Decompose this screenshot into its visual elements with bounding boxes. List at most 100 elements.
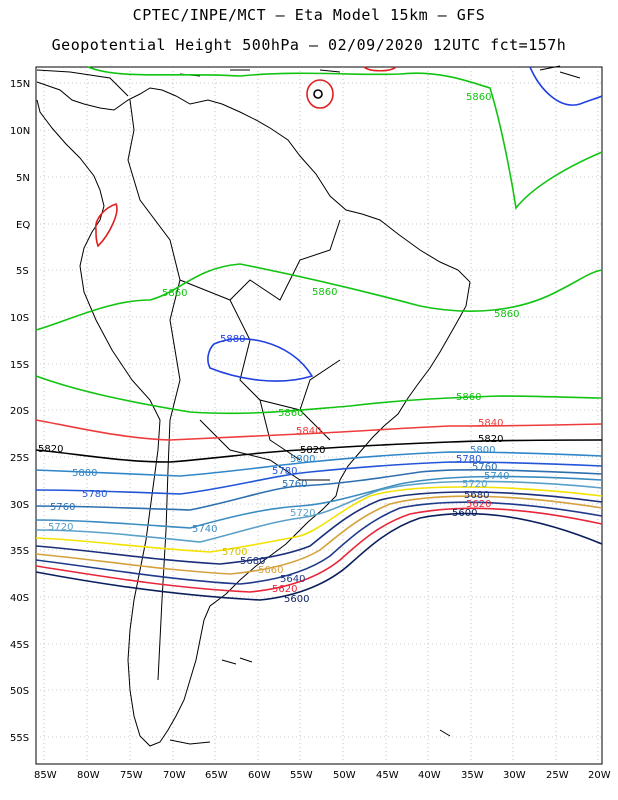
contour-label: 5600 (452, 508, 477, 519)
lat-tick-label: 35S (10, 546, 29, 557)
contour-label: 5820 (38, 444, 63, 455)
contour-label: 5860 (466, 92, 491, 103)
contour-label: 5780 (82, 489, 107, 500)
tierra-del-fuego (169, 729, 451, 745)
contour-label: 5660 (258, 565, 283, 576)
lon-tick-label: 45W (376, 770, 399, 781)
lat-tick-label: 5S (16, 266, 29, 277)
contour-5800 (35, 451, 603, 477)
contour-5700 (35, 486, 603, 553)
contour-5900-closed (306, 79, 334, 109)
contour-label: 5840 (296, 426, 321, 437)
lat-tick-label: 20S (10, 406, 29, 417)
contour-5880-northeast (529, 66, 603, 106)
lat-tick-label: 10N (10, 126, 30, 137)
contour-5680 (35, 491, 603, 565)
longitude-axis: 85W 80W 75W 70W 65W 60W 55W 50W 45W 40W … (34, 770, 611, 781)
chart-title-line-1: CPTEC/INPE/MCT – Eta Model 15km – GFS (132, 6, 486, 24)
plot-frame (35, 66, 603, 765)
contour-label: 5800 (470, 445, 495, 456)
lon-tick-label: 65W (205, 770, 228, 781)
contour-label: 5820 (300, 445, 325, 456)
contour-label: 5880 (220, 334, 245, 345)
country-borders (127, 99, 341, 681)
lon-tick-label: 40W (418, 770, 441, 781)
contour-label: 5800 (72, 468, 97, 479)
contour-5620 (35, 507, 603, 593)
contour-label: 5620 (466, 499, 491, 510)
contour-label: 5860 (456, 392, 481, 403)
contour-label: 5740 (484, 471, 509, 482)
contour-label: 5640 (280, 574, 305, 585)
contour-5860-south (35, 375, 603, 415)
contour-label: 5760 (472, 462, 497, 473)
contour-label: 5760 (50, 502, 75, 513)
falklands (221, 657, 253, 665)
lon-tick-label: 25W (546, 770, 569, 781)
contour-label: 5720 (462, 479, 487, 490)
lat-lon-grid (36, 67, 602, 764)
contour-5660 (35, 495, 603, 575)
lat-tick-label: 15N (10, 79, 30, 90)
south-america-coast (36, 81, 471, 747)
lat-tick-label: 45S (10, 640, 29, 651)
contour-label: 5680 (464, 490, 489, 501)
central-america (36, 69, 129, 97)
contour-5880-closed (207, 338, 314, 382)
contour-label: 5760 (282, 479, 307, 490)
lat-tick-label: 15S (10, 360, 29, 371)
contour-label: 5780 (272, 466, 297, 477)
lat-tick-label: 25S (10, 453, 29, 464)
contour-5740 (35, 475, 603, 529)
lat-tick-label: EQ (16, 220, 30, 231)
contour-5760 (35, 469, 603, 511)
contour-5860-north (87, 66, 603, 210)
contour-label: 5720 (290, 508, 315, 519)
contour-label: 5740 (192, 524, 217, 535)
lon-tick-label: 75W (120, 770, 143, 781)
lon-tick-label: 60W (248, 770, 271, 781)
lon-tick-label: 80W (77, 770, 100, 781)
lon-tick-label: 70W (163, 770, 186, 781)
lat-tick-label: 30S (10, 500, 29, 511)
contour-5860-mid (35, 263, 603, 331)
contour-label: 5600 (284, 594, 309, 605)
contour-label: 5680 (240, 556, 265, 567)
contour-label: 5820 (478, 434, 503, 445)
contour-label: 5700 (222, 547, 247, 558)
chart-title-line-2: Geopotential Height 500hPa – 02/09/2020 … (51, 36, 567, 54)
contour-5720 (35, 480, 603, 543)
contour-5920-closed (313, 89, 323, 99)
lat-tick-label: 5N (16, 173, 30, 184)
contour-label: 5860 (278, 408, 303, 419)
height-contours (35, 66, 603, 601)
latitude-axis: 15N 10N 5N EQ 5S 10S 15S 20S 25S 30S 35S… (10, 79, 30, 744)
contour-5820 (35, 439, 603, 463)
contour-label: 5860 (312, 287, 337, 298)
contour-label: 5720 (48, 522, 73, 533)
contour-5840 (35, 419, 603, 441)
lon-tick-label: 20W (588, 770, 611, 781)
contour-label: 5860 (494, 309, 519, 320)
lat-tick-label: 55S (10, 733, 29, 744)
lon-tick-label: 35W (461, 770, 484, 781)
lon-tick-label: 30W (503, 770, 526, 781)
contour-label: 5840 (478, 418, 503, 429)
lon-tick-label: 85W (34, 770, 57, 781)
contour-label: 5620 (272, 584, 297, 595)
contour-label: 5800 (290, 454, 315, 465)
contour-5780 (35, 461, 603, 495)
lat-tick-label: 10S (10, 313, 29, 324)
contour-label: 5780 (456, 454, 481, 465)
contour-5640 (35, 501, 603, 585)
contour-label: 5860 (162, 288, 187, 299)
lon-tick-label: 55W (290, 770, 313, 781)
lat-tick-label: 40S (10, 593, 29, 604)
contour-5900-north (363, 66, 397, 72)
contour-labels: 5860 5860 5860 5860 5860 5880 5860 5840 … (38, 92, 519, 605)
lon-tick-label: 50W (333, 770, 356, 781)
contour-5900-amazon (94, 203, 118, 248)
contour-5600 (35, 512, 603, 601)
lat-tick-label: 50S (10, 686, 29, 697)
